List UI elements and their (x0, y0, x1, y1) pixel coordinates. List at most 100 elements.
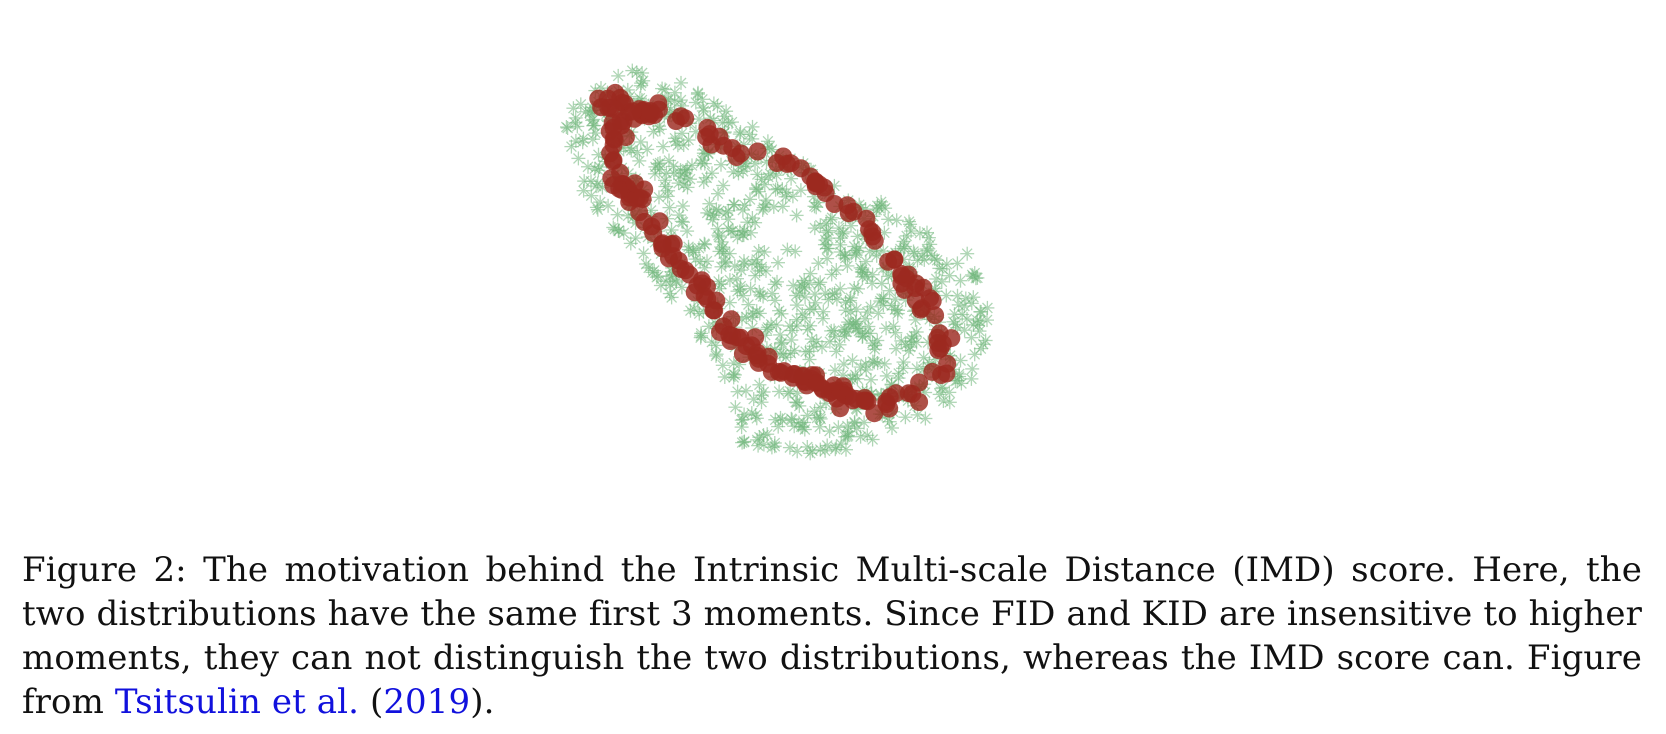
distribution-b-point (600, 122, 619, 141)
distribution-a-point (921, 230, 936, 245)
distribution-a-point (730, 384, 745, 399)
distribution-a-point (857, 415, 872, 430)
distribution-b-point (601, 144, 620, 163)
distribution-a-point (939, 288, 954, 303)
distribution-a-point (860, 269, 875, 284)
distribution-b-point (697, 128, 716, 146)
distribution-a-point (845, 353, 860, 368)
distribution-a-point (612, 223, 626, 238)
distribution-b-point (926, 306, 945, 325)
distribution-a-point (829, 344, 844, 359)
distribution-a-point (675, 126, 689, 141)
distribution-a-point (714, 157, 728, 172)
distribution-a-point (958, 291, 973, 306)
distribution-a-point (749, 411, 764, 426)
distribution-a-point (587, 118, 602, 133)
distribution-a-point (802, 275, 817, 290)
distribution-a-point (680, 180, 695, 195)
distribution-b-point (624, 102, 643, 121)
distribution-a-point (566, 101, 581, 116)
distribution-a-point (898, 337, 913, 352)
distribution-a-point (792, 398, 807, 413)
distribution-a-point (947, 307, 962, 322)
distribution-a-point (780, 242, 795, 257)
distribution-a-point (778, 189, 793, 204)
distribution-a-point (769, 318, 784, 333)
distribution-a-point (745, 131, 760, 146)
distribution-a-point (688, 95, 703, 110)
distribution-a-point (849, 302, 864, 317)
distribution-a-point (585, 132, 600, 147)
distribution-a-point (929, 272, 944, 286)
distribution-a-point (864, 372, 878, 387)
citation-year-link[interactable]: 2019 (383, 682, 471, 722)
distribution-a-point (858, 311, 873, 326)
distribution-a-point (889, 213, 904, 228)
distribution-a-point (784, 171, 799, 186)
distribution-a-point (831, 420, 846, 435)
distribution-a-point (664, 223, 679, 237)
distribution-a-point (611, 68, 626, 83)
distribution-a-point (658, 173, 672, 188)
distribution-a-point (813, 411, 828, 426)
distribution-a-point (829, 440, 844, 455)
distribution-a-point (647, 263, 662, 278)
distribution-a-point (700, 205, 715, 220)
distribution-a-point (735, 435, 750, 450)
distribution-a-point (795, 307, 810, 321)
distribution-b-point (625, 174, 644, 193)
distribution-a-point (855, 329, 870, 344)
distribution-a-point (800, 322, 815, 337)
distribution-b-point (827, 389, 846, 408)
distribution-a-point (660, 189, 675, 204)
distribution-a-point (672, 208, 687, 223)
distribution-a-point (886, 319, 901, 334)
distribution-a-point (628, 231, 643, 246)
distribution-a-point (878, 201, 893, 216)
distribution-b-point (592, 98, 611, 117)
distribution-b-point (733, 345, 752, 363)
distribution-a-point (953, 353, 968, 368)
distribution-b-point (885, 250, 904, 269)
distribution-a-point (859, 362, 874, 377)
distribution-a-point (736, 288, 751, 303)
scatter-plot (560, 63, 995, 461)
distribution-b-point (772, 363, 790, 382)
distribution-a-point (807, 221, 822, 236)
distribution-a-point (656, 139, 671, 154)
distribution-a-point (671, 176, 686, 191)
distribution-a-point (745, 256, 759, 271)
distribution-a-point (640, 142, 655, 157)
citation-authors-link[interactable]: Tsitsulin et al. (114, 682, 360, 722)
distribution-a-point (590, 202, 605, 217)
distribution-a-point (695, 153, 710, 168)
distribution-a-point (752, 284, 767, 299)
distribution-a-point (787, 343, 802, 358)
distribution-b-point (880, 388, 899, 407)
distribution-a-point (624, 143, 639, 158)
distribution-b-point (695, 287, 714, 305)
distribution-b-point (929, 341, 948, 360)
distribution-a-point (705, 166, 719, 181)
citation-close-paren: ). (470, 682, 495, 722)
distribution-a-point (898, 410, 913, 425)
distribution-a-point (980, 300, 995, 315)
distribution-a-point (841, 428, 856, 443)
distribution-a-point (885, 421, 899, 435)
distribution-a-point (717, 109, 732, 124)
distribution-a-point (653, 278, 668, 293)
distribution-a-point (639, 257, 654, 271)
distribution-a-point (831, 221, 846, 236)
distribution-a-point (890, 306, 905, 321)
distribution-a-point (837, 247, 852, 262)
distribution-b-point (892, 264, 911, 283)
distribution-a-point (751, 244, 766, 258)
distribution-a-point (698, 237, 712, 252)
distribution-b-point (644, 224, 663, 243)
distribution-a-point (560, 121, 575, 135)
distribution-a-point (807, 287, 822, 302)
distribution-a-point (737, 434, 752, 449)
distribution-a-point (843, 304, 858, 319)
distribution-a-point (702, 196, 717, 211)
distribution-a-point (727, 367, 742, 382)
